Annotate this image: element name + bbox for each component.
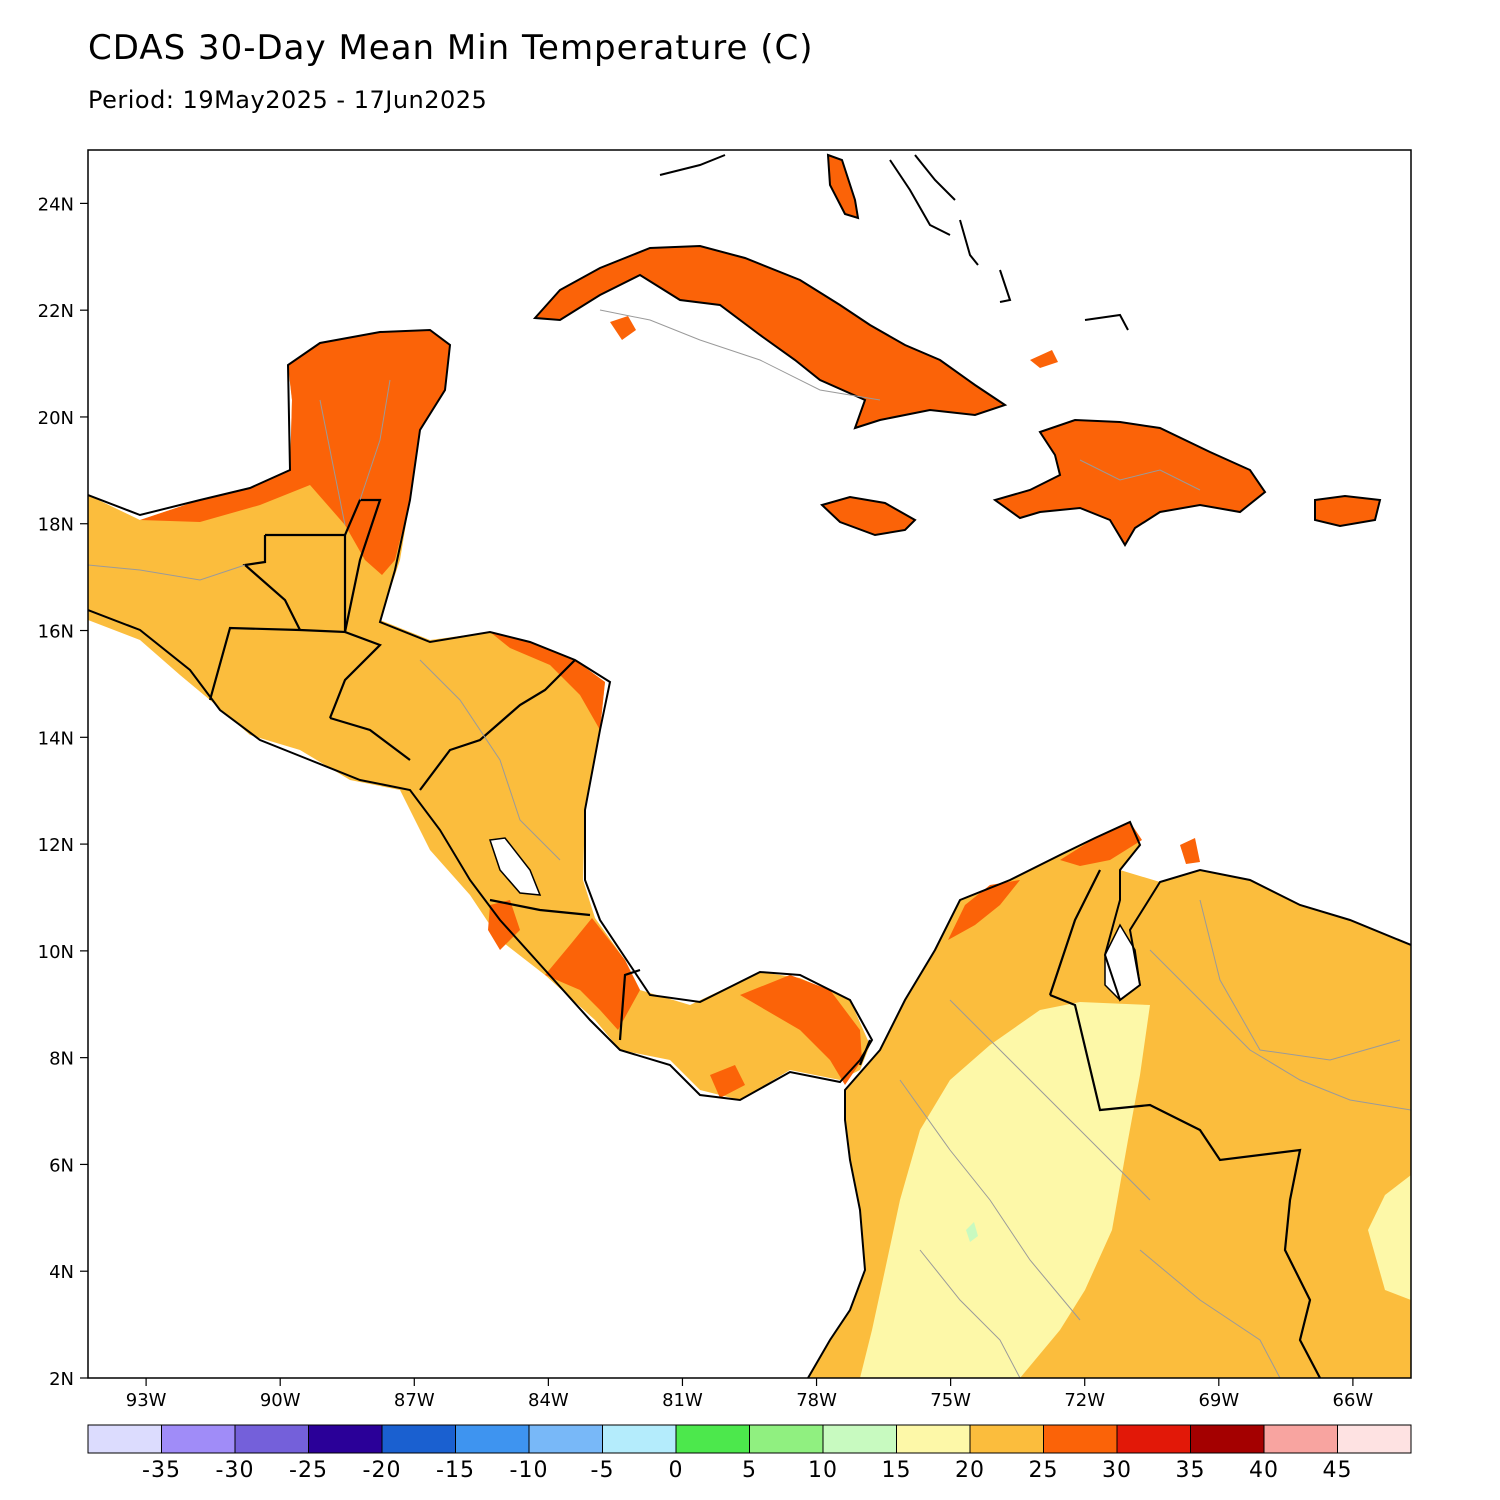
lon-tick-label: 90W: [260, 1390, 301, 1411]
lat-tick-label: 20N: [38, 408, 74, 429]
legend-swatch: [1116, 1424, 1191, 1454]
field-30-35-yucatan: [140, 330, 450, 575]
lon-tick-label: 84W: [528, 1390, 569, 1411]
legend-label: 10: [808, 1458, 838, 1483]
map-title: CDAS 30-Day Mean Min Temperature (C): [88, 28, 814, 68]
legend-label: 45: [1323, 1458, 1353, 1483]
legend-swatch: [1190, 1424, 1265, 1454]
lat-tick-label: 14N: [38, 728, 74, 749]
lon-tick-label: 78W: [796, 1390, 837, 1411]
legend-label: 30: [1102, 1458, 1132, 1483]
field-30-35-azuero: [710, 1065, 745, 1098]
lat-tick-label: 18N: [38, 515, 74, 536]
coast-central-america: [88, 328, 874, 1102]
legend-swatch: [455, 1424, 530, 1454]
legend-label: 5: [742, 1458, 757, 1483]
legend-label: 40: [1249, 1458, 1279, 1483]
legend-swatch: [308, 1424, 383, 1454]
field-30-35-isla-juventud: [610, 316, 636, 340]
legend-swatch: [749, 1424, 824, 1454]
color-legend: -35 -30 -25 -20 -15 -10 -5 0 5 10 15 20 25 30 35 40 45: [87, 1424, 1412, 1483]
latitude-axis: 24N 22N 20N 18N 16N 14N 12N 10N 8N 6N 4N 2N: [38, 194, 88, 1390]
legend-swatch: [1043, 1424, 1118, 1454]
field-30-35-guajira: [1060, 822, 1142, 866]
lat-tick-label: 12N: [38, 835, 74, 856]
lon-tick-label: 69W: [1198, 1390, 1239, 1411]
lat-tick-label: 6N: [49, 1155, 74, 1176]
state-borders: [88, 309, 1411, 1378]
legend-swatch: [87, 1424, 162, 1454]
coast-puerto-rico: [1314, 494, 1382, 528]
field-30-35-jamaica: [822, 497, 915, 535]
lon-tick-label: 72W: [1064, 1390, 1105, 1411]
lon-tick-label: 87W: [394, 1390, 435, 1411]
lon-tick-label: 66W: [1333, 1390, 1374, 1411]
legend-label: -5: [591, 1458, 615, 1483]
legend-swatch: [675, 1424, 750, 1454]
legend-swatch: [896, 1424, 971, 1454]
legend-label: 20: [955, 1458, 985, 1483]
field-30-35-panama-east: [740, 975, 862, 1085]
legend-swatch: [602, 1424, 677, 1454]
field-30-35-puerto-rico: [1315, 496, 1380, 526]
field-30-35-honduras-coast: [490, 632, 605, 730]
legend-label: -20: [363, 1458, 402, 1483]
field-15-20-spot: [966, 1222, 978, 1242]
lake-nicaragua: [489, 837, 542, 896]
map-frame: [87, 149, 1412, 1379]
field-25-30-central-america: [88, 330, 870, 1100]
map-period: Period: 19May2025 - 17Jun2025: [88, 86, 488, 114]
legend-swatch: [1337, 1424, 1412, 1454]
field-30-35-paraguana: [1180, 838, 1200, 864]
legend-swatch: [161, 1424, 236, 1454]
map-fields: [88, 155, 1411, 1378]
coast-hispaniola: [992, 418, 1267, 547]
lon-tick-label: 75W: [930, 1390, 971, 1411]
lat-tick-label: 22N: [38, 301, 74, 322]
lat-tick-label: 8N: [49, 1049, 74, 1070]
field-30-35-andros: [828, 155, 858, 218]
longitude-axis: 93W 90W 87W 84W 81W 78W 75W 72W 69W 66W: [126, 1378, 1374, 1411]
field-30-35-cuba: [535, 246, 1005, 428]
legend-swatch: [969, 1424, 1044, 1454]
legend-swatch: [234, 1424, 309, 1454]
lat-tick-label: 10N: [38, 942, 74, 963]
lon-tick-label: 93W: [126, 1390, 167, 1411]
legend-label: -35: [142, 1458, 181, 1483]
field-20-25-andes: [860, 1002, 1150, 1378]
field-30-35-costa-rica: [545, 918, 640, 1030]
lon-tick-label: 81W: [662, 1390, 703, 1411]
lat-tick-label: 2N: [49, 1369, 74, 1390]
legend-label: 15: [882, 1458, 912, 1483]
coast-south-america: [807, 820, 1411, 1378]
coast-andros: [826, 153, 860, 220]
legend-label: -15: [436, 1458, 475, 1483]
field-20-25-east: [1368, 1175, 1411, 1300]
legend-label: 35: [1176, 1458, 1206, 1483]
coastlines: [88, 153, 1411, 1378]
lat-tick-label: 24N: [38, 194, 74, 215]
legend-swatch: [528, 1424, 603, 1454]
legend-swatch: [1263, 1424, 1338, 1454]
coast-jamaica: [820, 495, 917, 537]
legend-label: -25: [289, 1458, 328, 1483]
coast-bahamas: [889, 154, 1129, 331]
coast-florida-keys: [659, 154, 726, 176]
legend-label: 0: [669, 1458, 684, 1483]
country-borders: [208, 498, 1321, 1378]
legend-label: -30: [216, 1458, 255, 1483]
legend-label: -10: [510, 1458, 549, 1483]
legend-swatch: [381, 1424, 456, 1454]
legend-swatch: [822, 1424, 897, 1454]
lat-tick-label: 4N: [49, 1262, 74, 1283]
field-30-35-colombia-coast: [948, 880, 1020, 940]
coast-cuba: [532, 244, 1008, 430]
lat-tick-label: 16N: [38, 622, 74, 643]
field-30-35-caymans: [1030, 350, 1058, 368]
field-30-35-hispaniola: [995, 420, 1265, 545]
legend-label: 25: [1029, 1458, 1059, 1483]
